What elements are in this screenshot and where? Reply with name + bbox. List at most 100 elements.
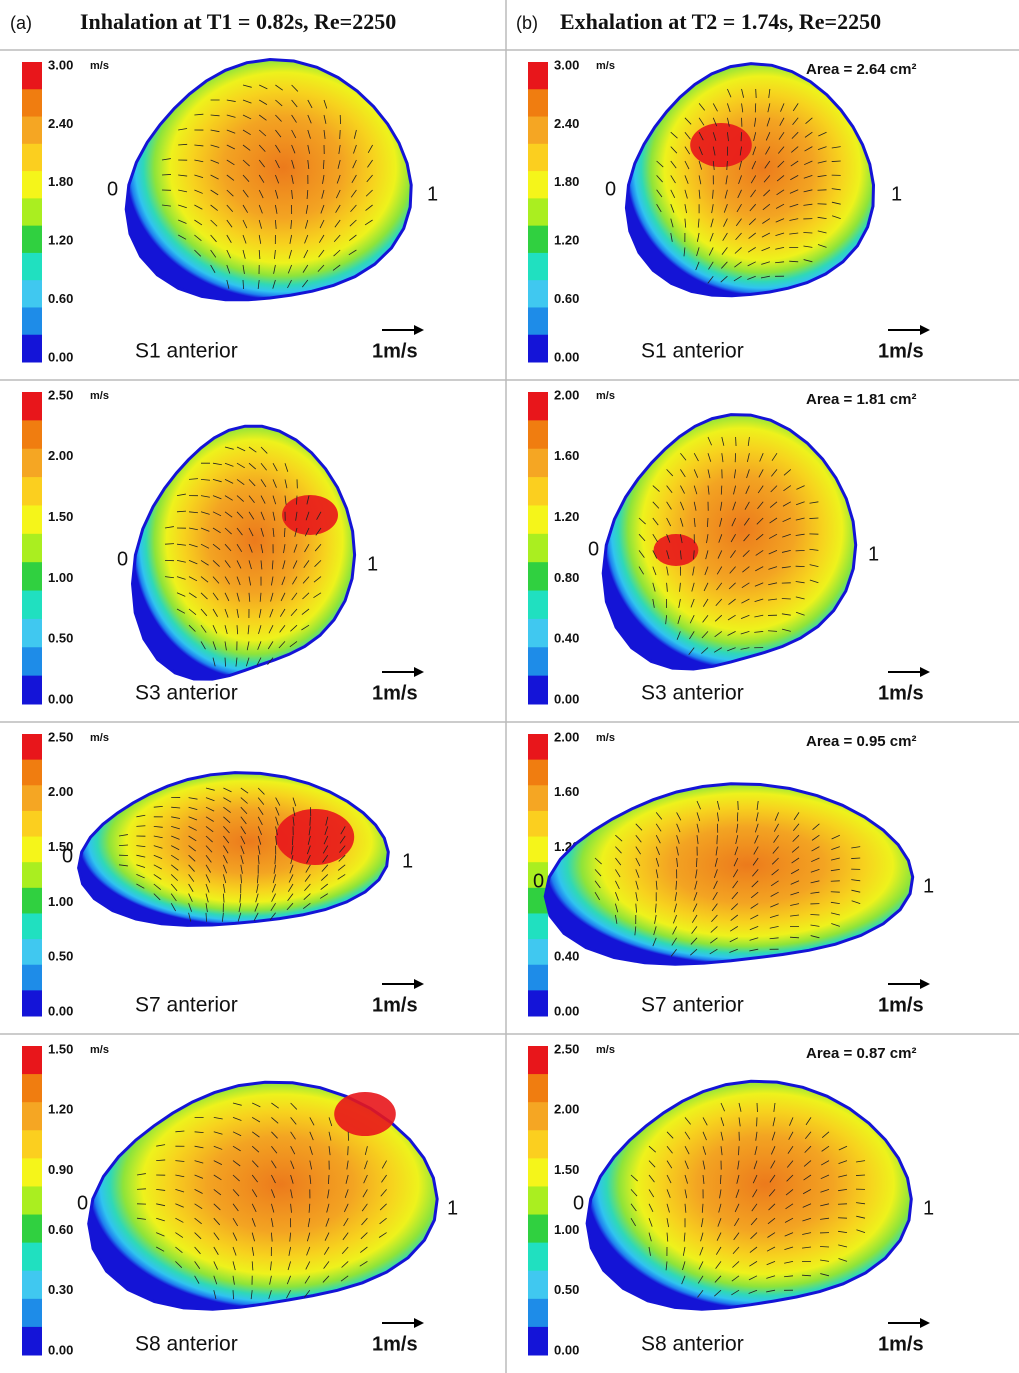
velocity-vector xyxy=(652,501,660,509)
velocity-vector xyxy=(271,1145,278,1154)
velocity-vector xyxy=(379,1217,387,1225)
velocity-vector xyxy=(194,234,202,241)
velocity-vector xyxy=(248,527,254,537)
velocity-vector xyxy=(802,1246,812,1249)
velocity-vector xyxy=(322,845,329,854)
velocity-vector xyxy=(304,543,310,553)
side-label: 1 xyxy=(891,183,902,205)
velocity-vector xyxy=(702,614,709,623)
velocity-vector xyxy=(707,469,711,479)
colorbar-segment xyxy=(528,785,548,812)
velocity-vector xyxy=(170,903,177,912)
velocity-vector xyxy=(232,1261,236,1271)
velocity-vector xyxy=(732,501,736,511)
velocity-vector xyxy=(223,864,227,874)
velocity-vector xyxy=(764,160,771,169)
panel: 2.50 2.00 1.50 1.00 0.50 0.00 m/s 0 1 S7 anterior… xyxy=(22,729,424,1018)
velocity-vector xyxy=(698,146,703,156)
velocity-vector xyxy=(188,893,193,902)
velocity-vector xyxy=(170,864,179,871)
colorbar-segment xyxy=(528,198,548,227)
velocity-vector xyxy=(838,1160,848,1164)
velocity-vector xyxy=(210,174,219,180)
velocity-vector xyxy=(232,1217,238,1227)
velocity-vector xyxy=(280,592,286,602)
velocity-vector xyxy=(325,816,329,826)
velocity-vector xyxy=(732,1261,740,1268)
velocity-vector xyxy=(803,189,813,193)
velocity-vector xyxy=(803,1160,812,1167)
velocity-vector xyxy=(735,218,742,227)
velocity-vector xyxy=(176,493,186,496)
velocity-vector xyxy=(328,1146,331,1156)
velocity-vector xyxy=(259,84,268,90)
velocity-vector xyxy=(251,1145,260,1153)
velocity-vector xyxy=(292,576,298,585)
velocity-vector xyxy=(698,160,703,170)
velocity-vector xyxy=(718,534,723,543)
velocity-vector xyxy=(295,511,298,521)
velocity-vector xyxy=(741,598,750,604)
velocity-vector xyxy=(275,807,280,816)
velocity-vector xyxy=(275,826,278,836)
velocity-vector xyxy=(232,1290,234,1300)
panel: 1.50 1.20 0.90 0.60 0.30 0.00 m/s 0 1 S8 anterior… xyxy=(22,1041,458,1357)
velocity-vector xyxy=(271,1203,275,1213)
velocity-vector xyxy=(809,564,819,567)
colorbar-unit: m/s xyxy=(596,390,615,402)
velocity-vector xyxy=(240,845,245,855)
velocity-vector xyxy=(681,1275,686,1285)
velocity-vector xyxy=(655,812,663,820)
velocity-vector xyxy=(684,131,691,140)
velocity-vector xyxy=(257,787,265,795)
velocity-vector xyxy=(240,797,248,804)
velocity-vector xyxy=(674,892,677,902)
velocity-vector xyxy=(212,625,218,634)
colorbar-tick-label: 0.00 xyxy=(48,1003,73,1018)
velocity-vector xyxy=(753,1160,758,1170)
velocity-vector xyxy=(212,576,220,584)
velocity-vector xyxy=(692,903,698,912)
velocity-vector xyxy=(288,249,292,259)
velocity-vector xyxy=(270,1261,272,1271)
velocity-vector xyxy=(267,641,274,650)
velocity-vector xyxy=(615,834,623,842)
velocity-vector xyxy=(615,903,619,913)
velocity-vector xyxy=(754,598,764,603)
velocity-vector xyxy=(224,576,230,585)
velocity-vector xyxy=(287,1261,291,1271)
velocity-vector xyxy=(242,234,247,244)
velocity-vector xyxy=(303,893,311,900)
velocity-vector xyxy=(212,479,222,483)
velocity-vector xyxy=(724,189,728,199)
velocity-vector xyxy=(748,218,756,226)
section-label: S3 anterior xyxy=(135,682,238,705)
velocity-vector xyxy=(309,1174,312,1184)
velocity-vector xyxy=(205,845,213,853)
velocity-vector xyxy=(256,883,259,893)
velocity-vector xyxy=(787,1145,794,1154)
velocity-vector xyxy=(802,1232,812,1235)
velocity-vector xyxy=(684,160,690,170)
velocity-vector xyxy=(652,582,656,592)
colorbar-tick-label: 1.60 xyxy=(554,448,579,463)
velocity-vector xyxy=(759,453,764,462)
velocity-vector xyxy=(851,889,861,893)
velocity-vector xyxy=(758,469,764,478)
side-label: 1 xyxy=(923,1197,934,1219)
scale-arrowhead xyxy=(920,1318,930,1328)
velocity-vector xyxy=(290,1189,293,1199)
velocity-vector xyxy=(325,1218,330,1227)
velocity-vector xyxy=(188,806,198,811)
velocity-vector xyxy=(156,1144,166,1147)
velocity-vector xyxy=(364,1160,368,1170)
colorbar-tick-label: 0.50 xyxy=(48,949,73,964)
colorbar-segment xyxy=(528,1214,548,1244)
velocity-vector xyxy=(200,527,210,532)
velocity-vector xyxy=(205,806,215,812)
velocity-vector xyxy=(288,1246,291,1256)
velocity-vector xyxy=(178,189,188,193)
colorbar-segment xyxy=(528,1074,548,1103)
velocity-vector xyxy=(666,469,674,477)
velocity-vector xyxy=(275,797,281,806)
